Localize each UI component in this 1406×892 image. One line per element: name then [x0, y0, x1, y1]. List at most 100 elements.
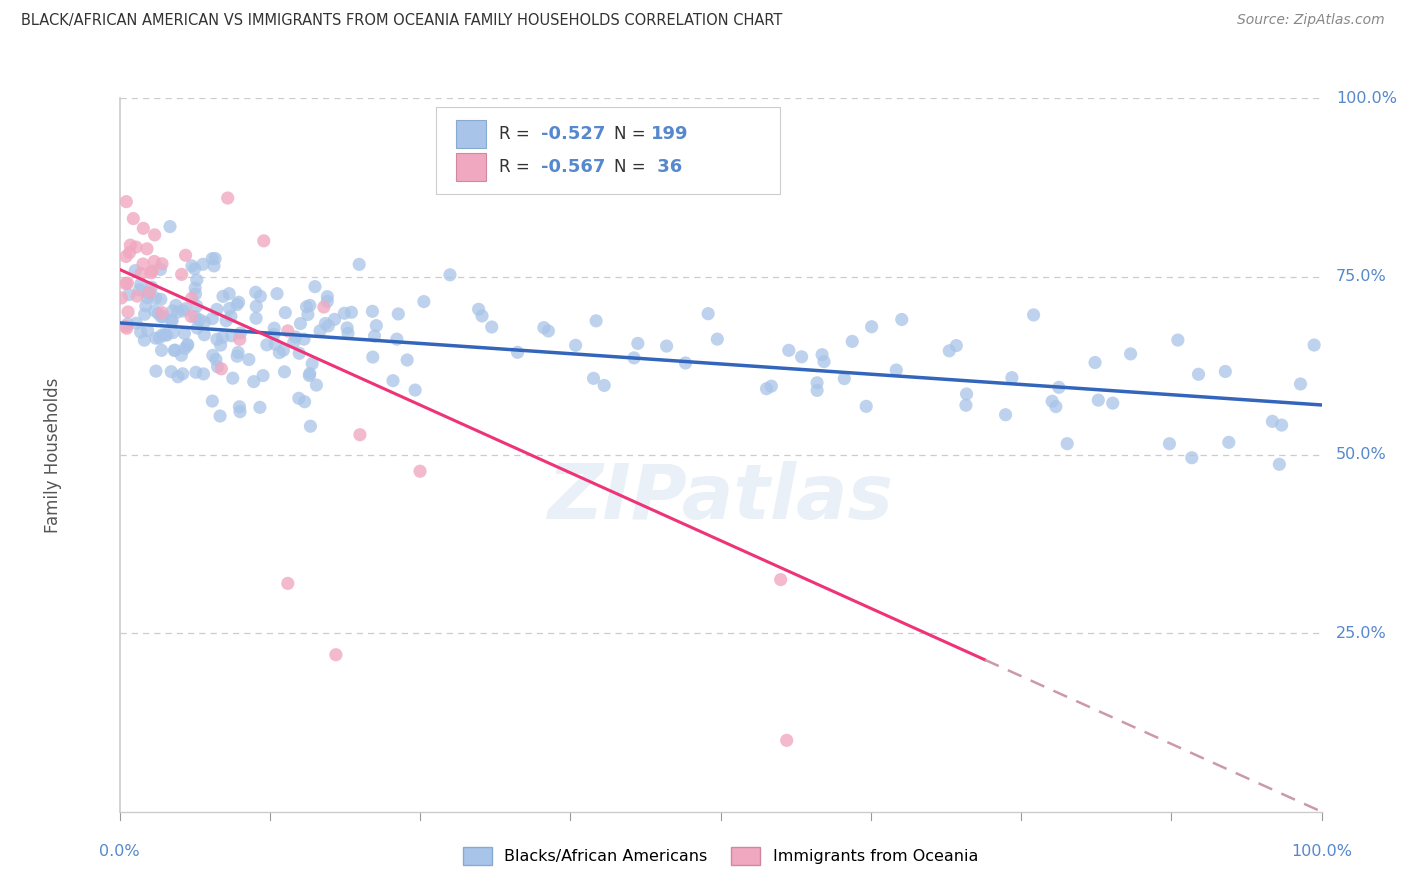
- Text: 75.0%: 75.0%: [1336, 269, 1386, 284]
- Point: [675, 356, 697, 370]
- Point: [245, 311, 267, 326]
- Point: [366, 318, 388, 333]
- Point: [813, 354, 835, 368]
- Point: [1268, 458, 1291, 472]
- Point: [152, 310, 174, 324]
- Point: [184, 310, 207, 324]
- Point: [228, 332, 252, 346]
- Point: [226, 349, 249, 363]
- Point: [124, 263, 146, 277]
- Point: [697, 307, 720, 321]
- Point: [136, 242, 159, 256]
- Point: [305, 378, 328, 392]
- Point: [170, 268, 193, 282]
- Point: [385, 332, 408, 346]
- Point: [404, 383, 426, 397]
- Point: [1187, 368, 1209, 382]
- Text: Family Households: Family Households: [45, 377, 62, 533]
- Point: [467, 302, 489, 317]
- Point: [201, 311, 224, 326]
- Point: [143, 227, 166, 242]
- Point: [122, 211, 145, 226]
- Text: 50.0%: 50.0%: [1336, 448, 1386, 462]
- Point: [215, 314, 238, 328]
- Point: [292, 332, 315, 346]
- Point: [193, 315, 215, 329]
- Point: [115, 321, 138, 335]
- Point: [226, 345, 249, 359]
- Point: [1167, 333, 1189, 347]
- Point: [163, 343, 186, 358]
- Point: [149, 262, 172, 277]
- Point: [170, 348, 193, 362]
- Point: [143, 254, 166, 268]
- Point: [180, 292, 202, 306]
- Point: [481, 320, 503, 334]
- Point: [761, 379, 783, 393]
- Point: [1022, 308, 1045, 322]
- Point: [249, 289, 271, 303]
- Point: [110, 291, 132, 305]
- Text: 100.0%: 100.0%: [1291, 844, 1353, 859]
- Point: [1181, 450, 1204, 465]
- Point: [141, 280, 163, 294]
- Point: [1101, 396, 1123, 410]
- Point: [205, 302, 228, 317]
- Point: [314, 317, 336, 331]
- Point: [806, 384, 828, 398]
- Point: [160, 365, 183, 379]
- Point: [176, 338, 198, 352]
- Text: 0.0%: 0.0%: [100, 844, 139, 859]
- Point: [228, 295, 250, 310]
- Point: [177, 337, 200, 351]
- Point: [266, 286, 288, 301]
- Point: [860, 319, 883, 334]
- Point: [150, 310, 173, 324]
- Point: [174, 301, 197, 316]
- Point: [139, 266, 162, 280]
- Point: [318, 318, 340, 333]
- Point: [312, 300, 335, 314]
- Point: [159, 219, 181, 234]
- Point: [186, 299, 208, 313]
- Point: [1001, 370, 1024, 384]
- Point: [136, 286, 159, 301]
- Point: [180, 310, 202, 324]
- Point: [132, 257, 155, 271]
- Text: 199: 199: [651, 125, 689, 143]
- Point: [855, 400, 877, 414]
- Point: [205, 352, 228, 367]
- Point: [340, 305, 363, 319]
- Point: [162, 304, 184, 318]
- Point: [186, 321, 208, 335]
- Point: [1084, 355, 1107, 369]
- Point: [184, 365, 207, 379]
- Point: [412, 294, 434, 309]
- Point: [263, 321, 285, 335]
- Point: [301, 357, 323, 371]
- Point: [1289, 376, 1312, 391]
- Point: [298, 367, 321, 381]
- Legend: Blacks/African Americans, Immigrants from Oceania: Blacks/African Americans, Immigrants fro…: [457, 840, 984, 871]
- Point: [115, 194, 138, 209]
- Point: [298, 368, 321, 383]
- Point: [288, 346, 311, 360]
- Point: [150, 305, 173, 319]
- Point: [945, 338, 967, 352]
- Point: [115, 319, 138, 334]
- Point: [994, 408, 1017, 422]
- Point: [221, 328, 243, 343]
- Point: [160, 313, 183, 327]
- Point: [163, 343, 186, 358]
- Point: [148, 331, 170, 345]
- Point: [361, 350, 384, 364]
- Text: -0.567: -0.567: [541, 158, 606, 176]
- Point: [1271, 418, 1294, 433]
- Point: [115, 249, 138, 263]
- Point: [316, 290, 339, 304]
- Point: [141, 264, 163, 278]
- Point: [1215, 364, 1237, 378]
- Point: [387, 307, 409, 321]
- Point: [143, 303, 166, 318]
- Point: [890, 312, 912, 326]
